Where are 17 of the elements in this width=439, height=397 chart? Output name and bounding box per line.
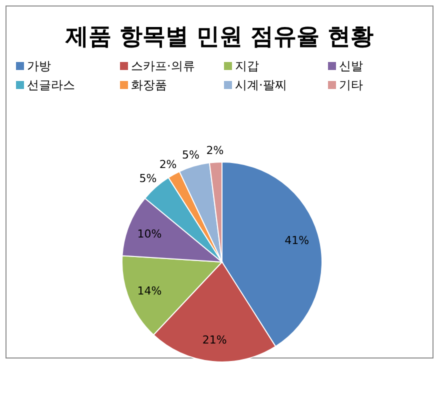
legend-label: 기타: [339, 78, 363, 92]
chart-title: 제품 항목별 민원 점유율 현황: [64, 24, 374, 50]
legend-label: 시계·팔찌: [235, 78, 287, 92]
data-label: 5%: [139, 172, 157, 185]
legend-label: 스카프·의류: [131, 59, 195, 73]
data-label: 41%: [284, 234, 310, 248]
data-label: 5%: [182, 148, 200, 162]
legend-label: 지갑: [235, 59, 259, 73]
legend-label: 화장품: [131, 78, 167, 92]
data-label: 2%: [159, 158, 177, 171]
data-label: 2%: [206, 144, 224, 158]
legend-label: 신발: [339, 59, 363, 73]
data-label: 10%: [137, 227, 162, 240]
data-label: 21%: [202, 334, 227, 347]
legend-label: 가방: [27, 59, 51, 73]
data-label: 14%: [137, 284, 162, 298]
legend-label: 선글라스: [27, 78, 75, 92]
